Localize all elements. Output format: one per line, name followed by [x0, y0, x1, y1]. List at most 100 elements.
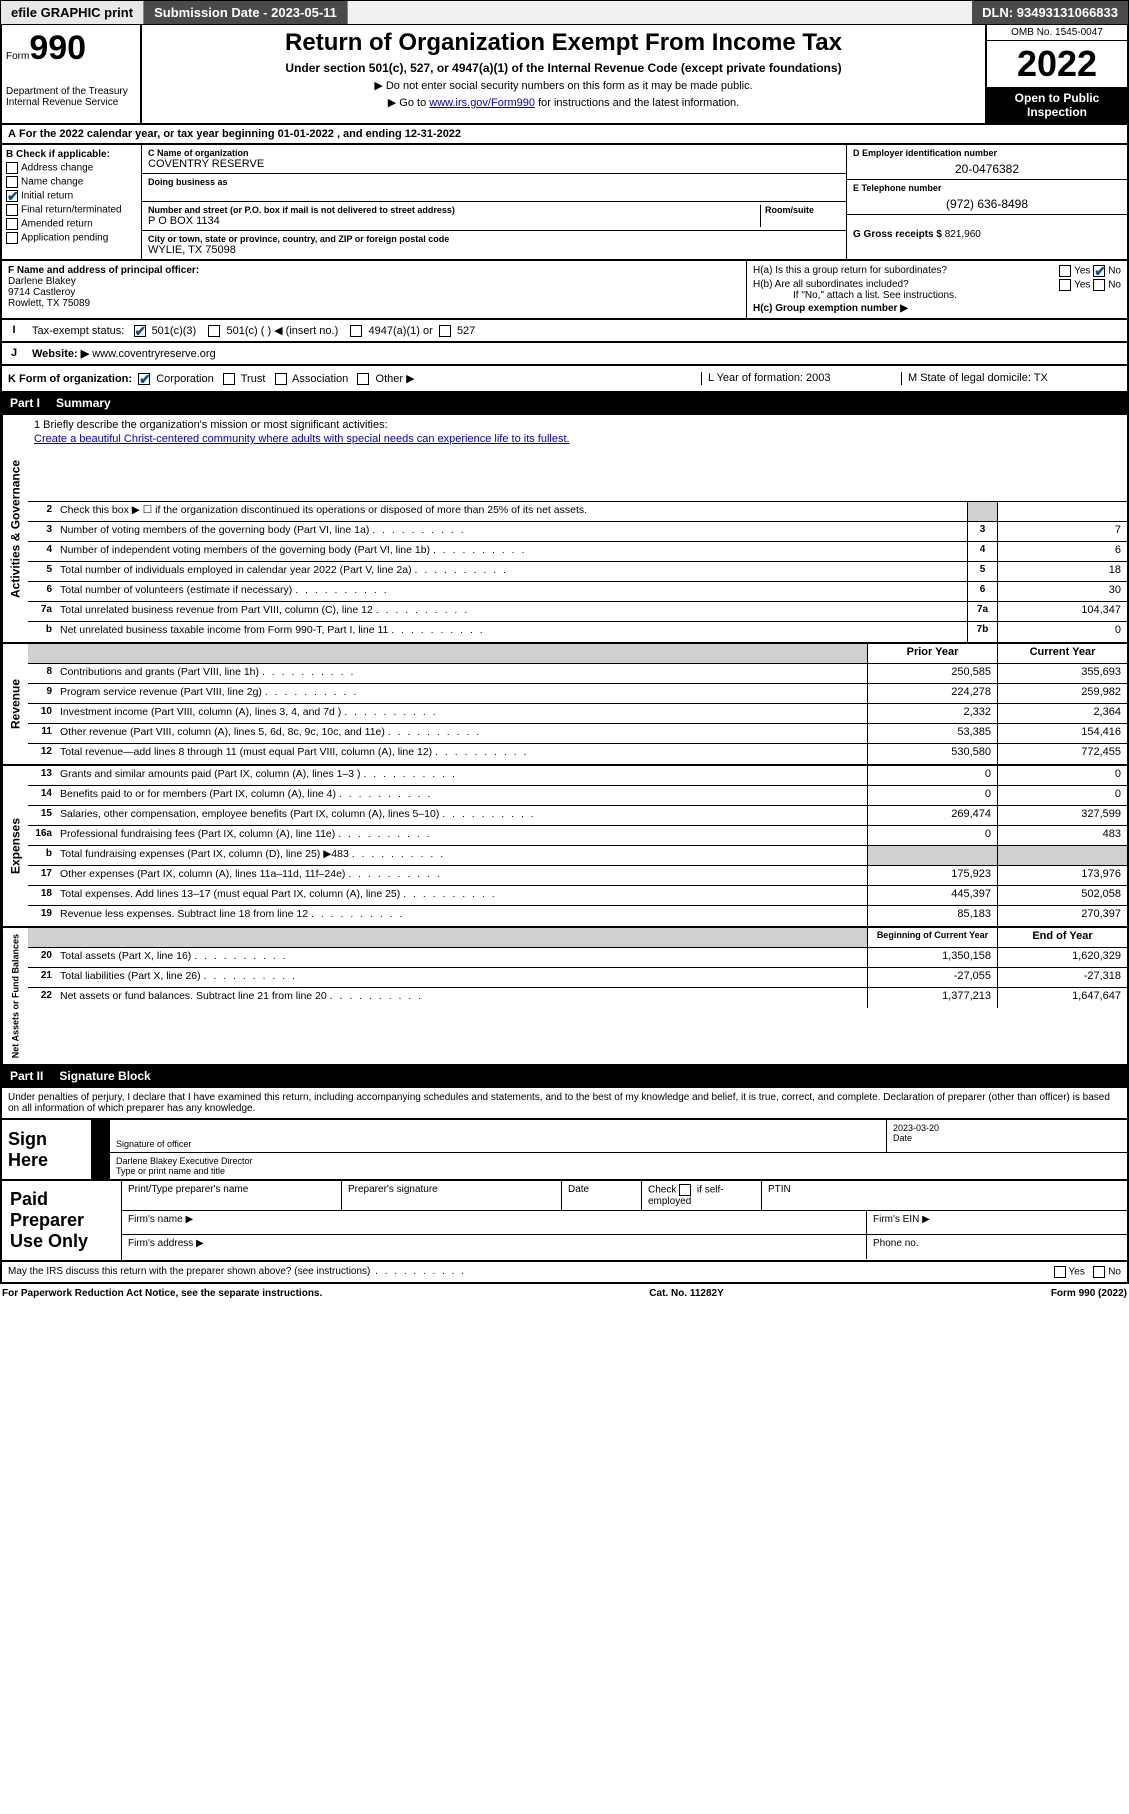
row-a-text: For the 2022 calendar year, or tax year …	[19, 128, 461, 140]
row-fh: F Name and address of principal officer:…	[0, 261, 1129, 320]
cb-4947[interactable]	[350, 325, 362, 337]
addr-value: P O BOX 1134	[148, 215, 760, 227]
gov-row-3: 3Number of voting members of the governi…	[28, 522, 1127, 542]
footer-no: No	[1108, 1267, 1121, 1278]
cb-application-pending[interactable]: Application pending	[6, 232, 137, 244]
org-name: COVENTRY RESERVE	[148, 158, 840, 170]
part1-title: Summary	[56, 396, 111, 410]
cat-no: Cat. No. 11282Y	[649, 1288, 723, 1299]
rev-n: 11	[28, 724, 56, 743]
exp-curr: 502,058	[997, 886, 1127, 905]
cb-discuss-no[interactable]	[1093, 1266, 1105, 1278]
footer-yes: Yes	[1069, 1267, 1085, 1278]
h-a: H(a) Is this a group return for subordin…	[753, 265, 1121, 276]
section-b: B Check if applicable: Address change Na…	[2, 145, 142, 259]
row-i-letter: I	[2, 320, 26, 341]
net-curr: -27,318	[997, 968, 1127, 987]
exp-desc: Benefits paid to or for members (Part IX…	[56, 786, 867, 805]
footer-yesno: Yes No	[1054, 1266, 1121, 1278]
exp-n: b	[28, 846, 56, 865]
tax-exempt-label: Tax-exempt status:	[32, 325, 124, 337]
exp-prior: 0	[867, 786, 997, 805]
section-d: D Employer identification number 20-0476…	[847, 145, 1127, 259]
gov-n: 5	[28, 562, 56, 581]
cb-association[interactable]	[275, 373, 287, 385]
net-assets-section: Net Assets or Fund Balances Beginning of…	[0, 928, 1129, 1066]
exp-row-b: bTotal fundraising expenses (Part IX, co…	[28, 846, 1127, 866]
signature-declaration: Under penalties of perjury, I declare th…	[0, 1088, 1129, 1120]
open-to-public: Open to Public Inspection	[987, 87, 1127, 123]
ha-no-checkbox[interactable]	[1093, 265, 1105, 277]
gov-val: 0	[997, 622, 1127, 642]
cb-501c3[interactable]	[134, 325, 146, 337]
part2-header: Part II Signature Block	[0, 1066, 1129, 1088]
ha-yes-checkbox[interactable]	[1059, 265, 1071, 277]
cb-527[interactable]	[439, 325, 451, 337]
cb-trust[interactable]	[223, 373, 235, 385]
row-klm: K Form of organization: Corporation Trus…	[0, 366, 1129, 393]
prep-sig-label: Preparer's signature	[342, 1181, 562, 1210]
net-row-20: 20Total assets (Part X, line 16) 1,350,1…	[28, 948, 1127, 968]
rev-row-8: 8Contributions and grants (Part VIII, li…	[28, 664, 1127, 684]
rev-curr: 355,693	[997, 664, 1127, 683]
cb-initial-return[interactable]: Initial return	[6, 190, 137, 202]
cb-501c[interactable]	[208, 325, 220, 337]
firm-addr-label: Firm's address ▶	[122, 1235, 867, 1259]
sidetab-revenue: Revenue	[2, 644, 28, 764]
rev-n: 10	[28, 704, 56, 723]
rev-prior: 530,580	[867, 744, 997, 764]
cb-name-change[interactable]: Name change	[6, 176, 137, 188]
mission-text: Create a beautiful Christ-centered commu…	[34, 433, 1121, 447]
city-value: WYLIE, TX 75098	[148, 244, 840, 256]
prior-year-header: Prior Year	[867, 644, 997, 663]
gov-desc: Total number of individuals employed in …	[56, 562, 967, 581]
cb-corporation[interactable]	[138, 373, 150, 385]
row-j-body: Website: ▶ www.coventryreserve.org	[26, 343, 1127, 364]
exp-curr	[997, 846, 1127, 865]
form-org-label: K Form of organization:	[8, 373, 132, 385]
hb-no-checkbox[interactable]	[1093, 279, 1105, 291]
footer-question-row: May the IRS discuss this return with the…	[0, 1262, 1129, 1284]
cb-self-employed[interactable]	[679, 1184, 691, 1196]
gov-box: 7b	[967, 622, 997, 642]
net-prior: 1,350,158	[867, 948, 997, 967]
exp-desc: Salaries, other compensation, employee b…	[56, 806, 867, 825]
phone-row: E Telephone number (972) 636-8498	[847, 180, 1127, 215]
ein-label: D Employer identification number	[853, 148, 1121, 158]
rev-row-11: 11Other revenue (Part VIII, column (A), …	[28, 724, 1127, 744]
cb-final-return[interactable]: Final return/terminated	[6, 204, 137, 216]
hb-yes-checkbox[interactable]	[1059, 279, 1071, 291]
dln-label: DLN:	[982, 5, 1017, 20]
block-bcd: B Check if applicable: Address change Na…	[0, 145, 1129, 261]
cb-address-change[interactable]: Address change	[6, 162, 137, 174]
cb-amended-return-label: Amended return	[21, 219, 93, 230]
gov-val: 7	[997, 522, 1127, 541]
net-n: 20	[28, 948, 56, 967]
gross-value: 821,960	[945, 229, 981, 240]
gross-label: G Gross receipts $	[853, 229, 945, 240]
net-n: 22	[28, 988, 56, 1008]
exp-desc: Revenue less expenses. Subtract line 18 …	[56, 906, 867, 926]
cb-amended-return[interactable]: Amended return	[6, 218, 137, 230]
gov-desc: Total number of volunteers (estimate if …	[56, 582, 967, 601]
irs-link[interactable]: www.irs.gov/Form990	[429, 97, 535, 109]
efile-print-button[interactable]: efile GRAPHIC print	[1, 1, 144, 24]
row-i-body: Tax-exempt status: 501(c)(3) 501(c) ( ) …	[26, 320, 1127, 341]
form-header-mid: Return of Organization Exempt From Incom…	[142, 25, 987, 123]
sign-here-label: Sign Here	[2, 1120, 92, 1179]
mission-blank3	[34, 481, 1121, 495]
rev-curr: 772,455	[997, 744, 1127, 764]
expenses-section: Expenses 13Grants and similar amounts pa…	[0, 766, 1129, 928]
sig-officer-label: Signature of officer	[116, 1139, 880, 1149]
net-header-row: Beginning of Current Year End of Year	[28, 928, 1127, 948]
org-name-label: C Name of organization	[148, 148, 840, 158]
cb-other[interactable]	[357, 373, 369, 385]
gov-val: 104,347	[997, 602, 1127, 621]
net-prior: 1,377,213	[867, 988, 997, 1008]
cb-discuss-yes[interactable]	[1054, 1266, 1066, 1278]
net-desc: Net assets or fund balances. Subtract li…	[56, 988, 867, 1008]
section-f: F Name and address of principal officer:…	[2, 261, 747, 318]
gov-desc: Number of independent voting members of …	[56, 542, 967, 561]
sig-date-label: Date	[893, 1133, 1121, 1143]
net-hdr-desc	[56, 928, 867, 947]
